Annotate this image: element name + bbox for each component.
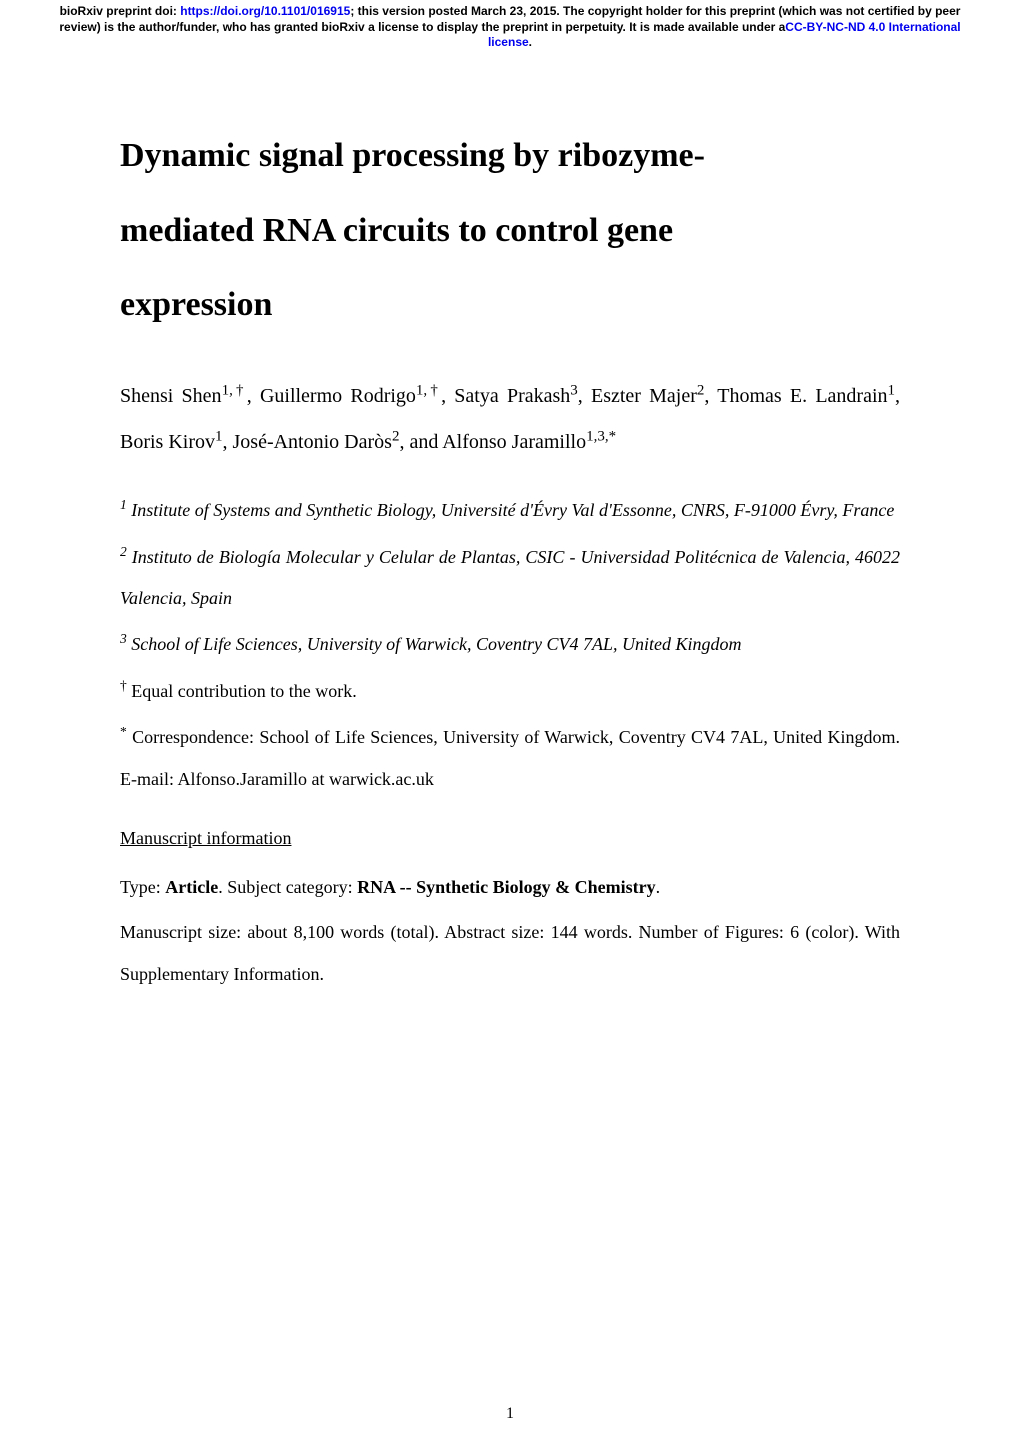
equal-text: Equal contribution to the work. bbox=[127, 681, 357, 701]
manuscript-info-heading: Manuscript information bbox=[120, 828, 900, 849]
subject-label: . Subject category: bbox=[218, 877, 357, 897]
corr-text: Correspondence: School of Life Sciences,… bbox=[120, 727, 900, 788]
paper-title: Dynamic signal processing by ribozyme- m… bbox=[120, 119, 900, 343]
affiliation-3-text: School of Life Sciences, University of W… bbox=[127, 634, 742, 654]
affiliation-3: 3 School of Life Sciences, University of… bbox=[120, 623, 900, 665]
equal-contribution-note: † Equal contribution to the work. bbox=[120, 670, 900, 712]
preprint-header: bioRxiv preprint doi: https://doi.org/10… bbox=[0, 0, 1020, 59]
affiliation-2: 2 Instituto de Biología Molecular y Celu… bbox=[120, 536, 900, 620]
affiliation-2-sup: 2 bbox=[120, 544, 127, 559]
correspondence-note: * Correspondence: School of Life Science… bbox=[120, 716, 900, 800]
subject-value: RNA -- Synthetic Biology & Chemistry bbox=[357, 877, 655, 897]
manuscript-type-line: Type: Article. Subject category: RNA -- … bbox=[120, 867, 900, 908]
title-line-1: Dynamic signal processing by ribozyme- bbox=[120, 119, 900, 194]
affiliation-2-text: Instituto de Biología Molecular y Celula… bbox=[120, 547, 900, 608]
affiliation-1-text: Institute of Systems and Synthetic Biolo… bbox=[127, 500, 895, 520]
affiliation-1-sup: 1 bbox=[120, 497, 127, 512]
subject-period: . bbox=[656, 877, 661, 897]
doi-link[interactable]: https://doi.org/10.1101/016915 bbox=[180, 4, 350, 18]
title-line-2: mediated RNA circuits to control gene bbox=[120, 194, 900, 269]
affiliation-3-sup: 3 bbox=[120, 631, 127, 646]
affiliation-1: 1 Institute of Systems and Synthetic Bio… bbox=[120, 489, 900, 531]
header-period: . bbox=[529, 35, 532, 49]
type-value: Article bbox=[165, 877, 218, 897]
page-number: 1 bbox=[0, 1405, 1020, 1423]
page-content: Dynamic signal processing by ribozyme- m… bbox=[0, 59, 1020, 1039]
manuscript-size-line: Manuscript size: about 8,100 words (tota… bbox=[120, 912, 900, 995]
header-prefix: bioRxiv preprint doi: bbox=[60, 4, 181, 18]
type-label: Type: bbox=[120, 877, 165, 897]
corr-sup: * bbox=[120, 724, 127, 739]
equal-sup: † bbox=[120, 678, 127, 693]
title-line-3: expression bbox=[120, 268, 900, 343]
authors-block: Shensi Shen1,†, Guillermo Rodrigo1,†, Sa… bbox=[120, 373, 900, 465]
